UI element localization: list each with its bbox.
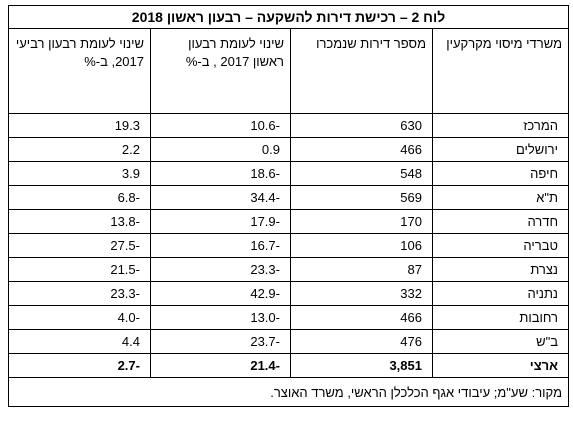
cell: 569 bbox=[290, 185, 433, 210]
data-row: טבריה 106 -16.7 -27.5 bbox=[8, 233, 569, 258]
cell: חיפה bbox=[432, 161, 569, 186]
cell: -13.0 bbox=[150, 305, 291, 330]
cell: המרכז bbox=[432, 113, 569, 138]
cell: -16.7 bbox=[150, 233, 291, 258]
cell: 332 bbox=[290, 281, 433, 306]
data-row: נצרת 87 -23.3 -21.5 bbox=[8, 257, 569, 282]
cell: 87 bbox=[290, 257, 433, 282]
cell: רחובות bbox=[432, 305, 569, 330]
cell: -27.5 bbox=[8, 233, 151, 258]
total-cell: 3,851 bbox=[290, 353, 433, 378]
cell: ב"ש bbox=[432, 329, 569, 354]
total-cell: ארצי bbox=[432, 353, 569, 378]
cell: 19.3 bbox=[8, 113, 151, 138]
source-note: מקור: שע"מ; עיבודי אגף הכלכלן הראשי, משר… bbox=[8, 377, 569, 407]
data-row: חדרה 170 -17.9 -13.8 bbox=[8, 209, 569, 234]
cell: 466 bbox=[290, 305, 433, 330]
cell: 2.2 bbox=[8, 137, 151, 162]
cell: -6.8 bbox=[8, 185, 151, 210]
cell: נתניה bbox=[432, 281, 569, 306]
cell: ת"א bbox=[432, 185, 569, 210]
data-row: ת"א 569 -34.4 -6.8 bbox=[8, 185, 569, 210]
table-title: לוח 2 – רכישת דירות להשקעה – רבעון ראשון… bbox=[8, 5, 569, 29]
data-row: ב"ש 476 -23.7 4.4 bbox=[8, 329, 569, 354]
cell: -18.6 bbox=[150, 161, 291, 186]
cell: 476 bbox=[290, 329, 433, 354]
data-row: רחובות 466 -13.0 -4.0 bbox=[8, 305, 569, 330]
cell: 170 bbox=[290, 209, 433, 234]
column-header: שינוי לעומת רבעון רביעי 2017, ב-% bbox=[8, 28, 151, 114]
cell: 630 bbox=[290, 113, 433, 138]
cell: חדרה bbox=[432, 209, 569, 234]
cell: טבריה bbox=[432, 233, 569, 258]
cell: 106 bbox=[290, 233, 433, 258]
cell: -23.3 bbox=[150, 257, 291, 282]
total-row: ארצי 3,851 -21.4 -2.7 bbox=[8, 353, 569, 378]
data-row: חיפה 548 -18.6 3.9 bbox=[8, 161, 569, 186]
cell: -42.9 bbox=[150, 281, 291, 306]
cell: ירושלים bbox=[432, 137, 569, 162]
cell: -10.6 bbox=[150, 113, 291, 138]
total-cell: -2.7 bbox=[8, 353, 151, 378]
column-header: מספר דירות שנמכרו bbox=[290, 28, 433, 114]
title-row: לוח 2 – רכישת דירות להשקעה – רבעון ראשון… bbox=[8, 5, 569, 29]
cell: 3.9 bbox=[8, 161, 151, 186]
table-body: לוח 2 – רכישת דירות להשקעה – רבעון ראשון… bbox=[8, 5, 569, 407]
column-header: משרדי מיסוי מקרקעין bbox=[432, 28, 569, 114]
header-row: משרדי מיסוי מקרקעין מספר דירות שנמכרו שינו… bbox=[8, 28, 569, 114]
cell: -34.4 bbox=[150, 185, 291, 210]
cell: 4.4 bbox=[8, 329, 151, 354]
cell: נצרת bbox=[432, 257, 569, 282]
cell: 548 bbox=[290, 161, 433, 186]
cell: -21.5 bbox=[8, 257, 151, 282]
data-row: ירושלים 466 0.9 2.2 bbox=[8, 137, 569, 162]
cell: -4.0 bbox=[8, 305, 151, 330]
cell: 0.9 bbox=[150, 137, 291, 162]
column-header: שינוי לעומת רבעון ראשון 2017 , ב-% bbox=[150, 28, 291, 114]
data-table: לוח 2 – רכישת דירות להשקעה – רבעון ראשון… bbox=[8, 5, 569, 407]
cell: -23.3 bbox=[8, 281, 151, 306]
total-cell: -21.4 bbox=[150, 353, 291, 378]
source-row: מקור: שע"מ; עיבודי אגף הכלכלן הראשי, משר… bbox=[8, 377, 569, 407]
cell: -13.8 bbox=[8, 209, 151, 234]
data-row: נתניה 332 -42.9 -23.3 bbox=[8, 281, 569, 306]
cell: 466 bbox=[290, 137, 433, 162]
data-row: המרכז 630 -10.6 19.3 bbox=[8, 113, 569, 138]
cell: -23.7 bbox=[150, 329, 291, 354]
cell: -17.9 bbox=[150, 209, 291, 234]
